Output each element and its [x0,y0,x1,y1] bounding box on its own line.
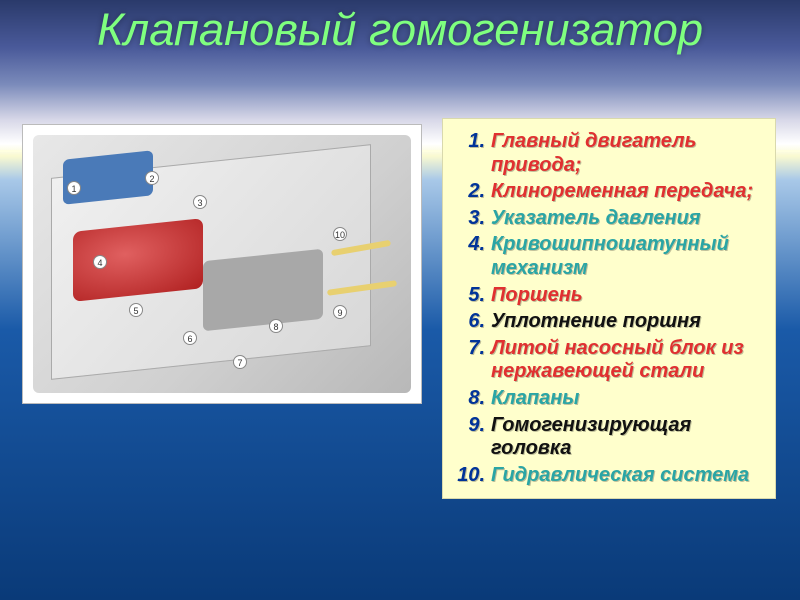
legend-item: Литой насосный блок из нержавеющей стали [457,337,765,384]
legend-item: Клапаны [457,387,765,411]
machine-diagram: 1 2 3 4 5 6 7 8 9 10 [33,135,411,393]
legend-item: Гидравлическая система [457,464,765,488]
callout-3: 3 [193,195,207,209]
callout-10: 10 [333,227,347,241]
legend-text: Поршень [491,284,583,306]
callout-7: 7 [233,355,247,369]
diagram-frame: 1 2 3 4 5 6 7 8 9 10 [22,124,422,404]
legend-text: Гидравлическая система [491,464,749,486]
legend-item: Поршень [457,284,765,308]
legend-item: Уплотнение поршня [457,310,765,334]
callout-8: 8 [269,319,283,333]
legend-text: Гомогенизирующая головка [491,414,691,460]
legend-text: Клапаны [491,387,579,409]
callout-5: 5 [129,303,143,317]
callout-2: 2 [145,171,159,185]
motor-block [63,150,153,204]
slide: Клапановый гомогенизатор 1 2 3 4 5 6 7 8 9 10 Гла… [0,0,800,600]
legend-text: Указатель давления [491,207,701,229]
legend-item: Гомогенизирующая головка [457,414,765,461]
callout-9: 9 [333,305,347,319]
slide-title: Клапановый гомогенизатор [0,6,800,54]
callout-1: 1 [67,181,81,195]
legend-item: Главный двигатель привода; [457,130,765,177]
legend-text: Кривошипношатунный механизм [491,233,729,279]
callout-4: 4 [93,255,107,269]
legend-item: Кривошипношатунный механизм [457,233,765,280]
legend-panel: Главный двигатель привода; Клиноременная… [442,118,776,499]
legend-item: Клиноременная передача; [457,180,765,204]
legend-text: Литой насосный блок из нержавеющей стали [491,337,744,383]
legend-item: Указатель давления [457,207,765,231]
legend-text: Главный двигатель привода; [491,130,697,176]
callout-6: 6 [183,331,197,345]
legend-text: Уплотнение поршня [491,310,701,332]
pump-block [203,249,323,332]
legend-text: Клиноременная передача; [491,180,753,202]
legend-list: Главный двигатель привода; Клиноременная… [457,130,765,487]
